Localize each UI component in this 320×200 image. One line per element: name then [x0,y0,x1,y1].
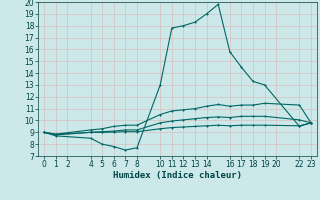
X-axis label: Humidex (Indice chaleur): Humidex (Indice chaleur) [113,171,242,180]
